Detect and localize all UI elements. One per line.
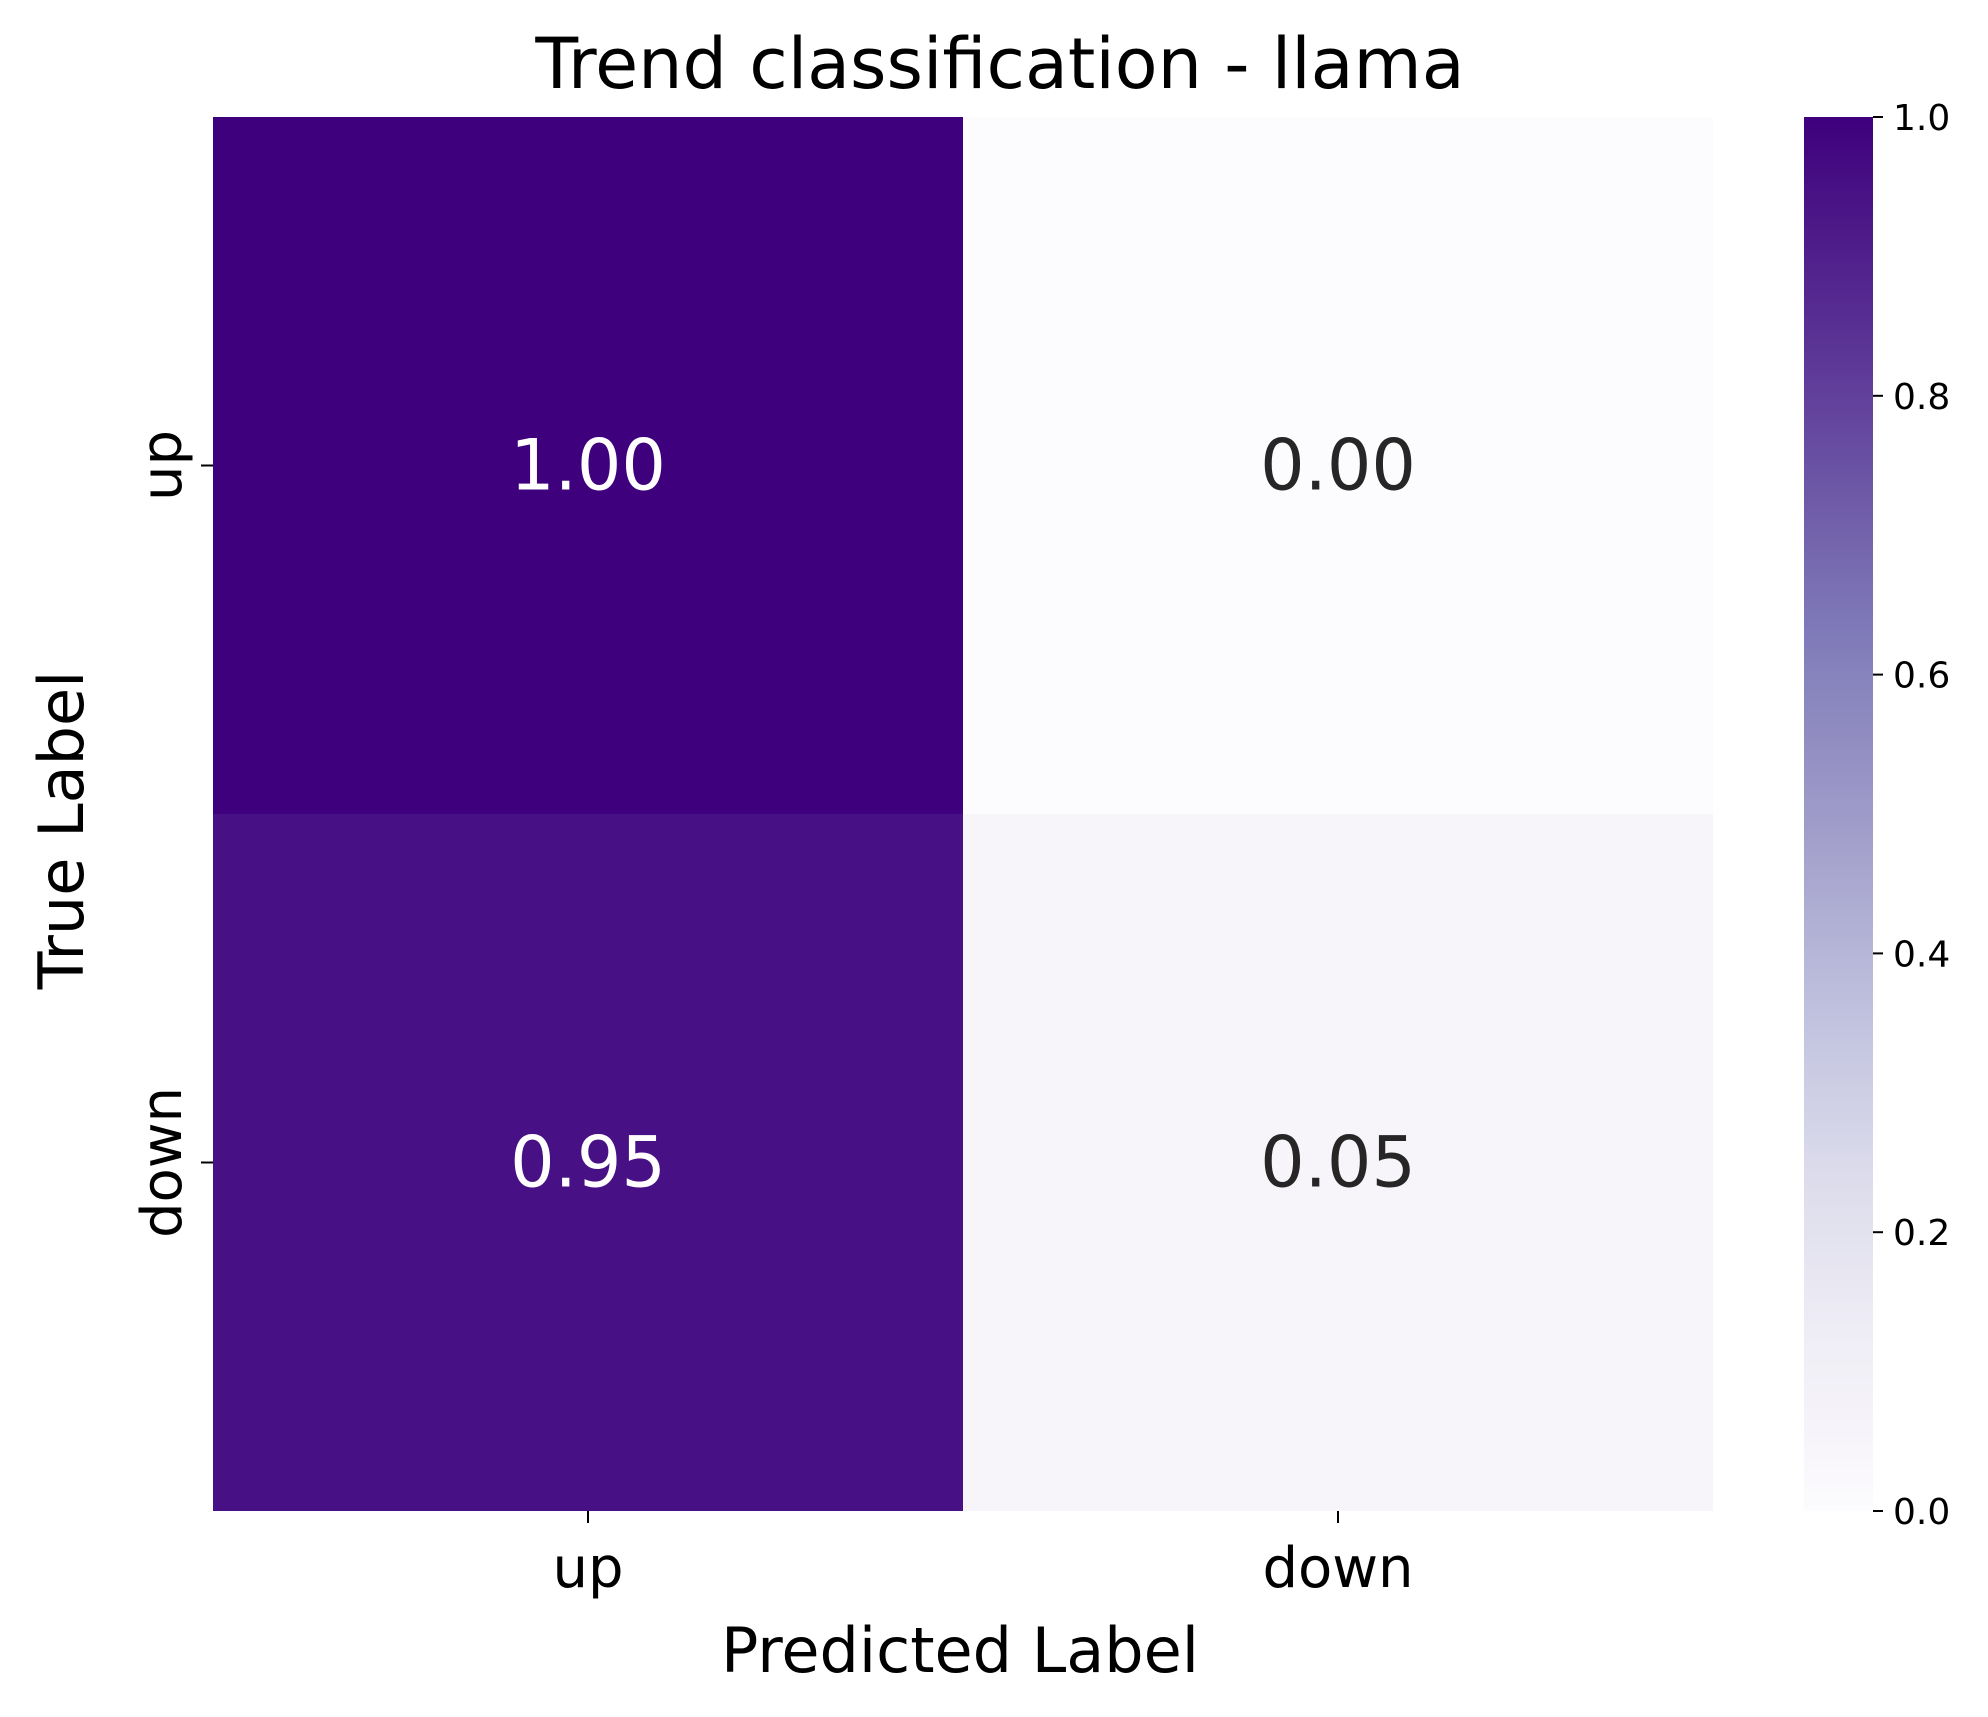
colorbar-tick-label: 1.0 (1893, 98, 1950, 139)
chart-title: Trend classification - llama (534, 23, 1464, 105)
colorbar-tick-label: 0.4 (1893, 934, 1950, 975)
y-axis-label: True Label (25, 671, 98, 991)
y-tick-label: up (130, 430, 195, 501)
heatmap-cell-down-up (213, 814, 963, 1511)
cell-value-label: 0.00 (1260, 425, 1416, 507)
colorbar-gradient (1804, 117, 1873, 1511)
heatmap-cell-labels: 1.00 0.00 0.95 0.05 (510, 425, 1416, 1204)
cell-value-label: 0.05 (1260, 1122, 1416, 1204)
x-tick-label: down (1262, 1536, 1413, 1601)
colorbar-tick-label: 0.0 (1893, 1492, 1950, 1533)
heatmap-cells (213, 117, 1713, 1511)
x-tick-label: up (552, 1536, 623, 1601)
colorbar-tick-label: 0.6 (1893, 656, 1950, 697)
heatmap-cell-down-down (963, 814, 1713, 1511)
x-axis-label: Predicted Label (721, 1614, 1199, 1687)
colorbar-tick-label: 0.8 (1893, 377, 1950, 418)
cell-value-label: 0.95 (510, 1122, 666, 1204)
colorbar: 0.0 0.2 0.4 0.6 0.8 1.0 (1804, 98, 1950, 1533)
heatmap-cell-up-down (963, 117, 1713, 814)
heatmap-cell-up-up (213, 117, 963, 814)
y-axis: up down (130, 430, 213, 1238)
y-tick-label: down (130, 1087, 195, 1238)
x-axis: up down (552, 1511, 1414, 1601)
colorbar-tick-label: 0.2 (1893, 1213, 1950, 1254)
cell-value-label: 1.00 (510, 425, 666, 507)
